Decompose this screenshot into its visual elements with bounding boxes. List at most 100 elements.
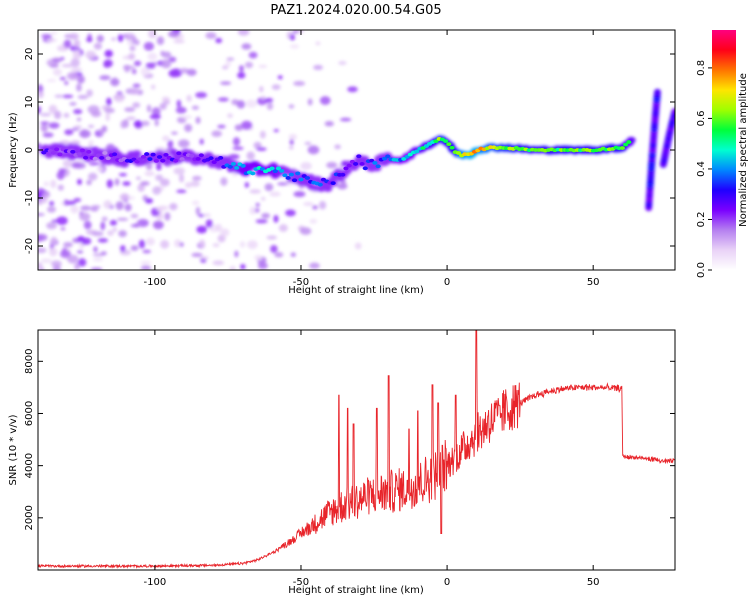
noise-blob bbox=[232, 137, 241, 147]
noise-blob bbox=[248, 51, 258, 59]
ridge-core-blob bbox=[291, 178, 298, 183]
noise-blob bbox=[300, 162, 312, 171]
noise-blob bbox=[103, 200, 112, 209]
noise-blob bbox=[255, 219, 268, 224]
noise-blob bbox=[128, 52, 136, 60]
noise-blob bbox=[288, 133, 298, 140]
noise-blob bbox=[173, 167, 185, 175]
noise-blob bbox=[161, 96, 170, 102]
noise-blob bbox=[72, 49, 81, 58]
chart-title: PAZ1.2024.020.00.54.G05 bbox=[270, 3, 441, 18]
noise-blob bbox=[178, 139, 190, 148]
noise-blob bbox=[105, 143, 116, 153]
ridge-core-blob bbox=[92, 156, 98, 161]
noise-blob bbox=[154, 221, 162, 228]
noise-blob bbox=[105, 112, 110, 122]
ridge-core-blob bbox=[137, 157, 143, 162]
noise-blob bbox=[136, 176, 141, 180]
noise-blob bbox=[285, 209, 296, 217]
noise-blob bbox=[90, 110, 102, 118]
noise-blob bbox=[220, 177, 228, 186]
noise-blob bbox=[143, 41, 155, 51]
noise-blob bbox=[190, 180, 200, 187]
noise-blob bbox=[245, 99, 258, 108]
noise-blob bbox=[98, 128, 104, 136]
noise-blob bbox=[91, 204, 101, 209]
noise-blob bbox=[229, 265, 236, 270]
ridge-core-blob bbox=[346, 163, 352, 168]
ridge-core-blob bbox=[285, 176, 291, 180]
spectrogram-y-tick-label: 20 bbox=[24, 48, 35, 61]
noise-blob bbox=[41, 34, 52, 38]
noise-blob bbox=[145, 161, 153, 171]
ridge-core-blob bbox=[317, 182, 323, 187]
ridge-core-blob bbox=[375, 164, 381, 169]
noise-blob bbox=[80, 205, 92, 211]
noise-blob bbox=[175, 106, 187, 114]
noise-blob bbox=[217, 234, 226, 243]
noise-blob bbox=[156, 206, 162, 212]
noise-blob bbox=[38, 212, 45, 217]
ridge-core-blob bbox=[208, 156, 214, 161]
noise-blob bbox=[63, 39, 72, 49]
ridge-core-blob bbox=[279, 168, 285, 173]
noise-blob bbox=[40, 112, 52, 117]
colorbar: 0.0 0.2 0.4 0.6 0.8 Normalized spectral ampl… bbox=[696, 30, 749, 278]
noise-blob bbox=[63, 242, 73, 248]
noise-blob bbox=[145, 62, 156, 70]
noise-blob bbox=[160, 239, 170, 249]
noise-blob bbox=[266, 235, 278, 240]
snr-plot: -100 -50 0 50 2000 4000 6000 8000 Height of st… bbox=[8, 329, 676, 596]
spectrogram-x-tick-label: 0 bbox=[444, 277, 450, 288]
noise-blob bbox=[50, 179, 57, 189]
noise-blob bbox=[52, 264, 61, 270]
noise-blob bbox=[234, 250, 239, 258]
noise-blob bbox=[92, 257, 104, 262]
noise-blob bbox=[90, 267, 103, 270]
noise-blob bbox=[106, 179, 113, 189]
noise-blob bbox=[198, 213, 205, 218]
snr-x-axis-label: Height of straight line (km) bbox=[288, 585, 424, 596]
noise-blob bbox=[146, 104, 152, 113]
noise-blob bbox=[97, 238, 109, 243]
ridge-core-blob bbox=[343, 166, 349, 171]
noise-blob bbox=[113, 94, 125, 103]
ridge-core-blob bbox=[619, 146, 626, 150]
noise-blob bbox=[309, 262, 320, 269]
noise-blob bbox=[73, 39, 81, 48]
noise-blob bbox=[146, 237, 155, 246]
noise-blob bbox=[225, 60, 232, 67]
ridge-core-blob bbox=[230, 162, 237, 166]
noise-blob bbox=[124, 203, 132, 212]
noise-blob bbox=[76, 83, 82, 92]
noise-blob bbox=[277, 182, 289, 186]
noise-blob bbox=[73, 108, 83, 115]
noise-blob bbox=[119, 193, 130, 202]
ridge-core-blob bbox=[623, 142, 629, 147]
noise-blob bbox=[74, 262, 80, 270]
snr-y-tick-label: 2000 bbox=[24, 505, 35, 530]
snr-y-axis-label: SNR (10 * v/v) bbox=[8, 414, 19, 485]
noise-blob bbox=[99, 75, 111, 81]
noise-blob bbox=[39, 153, 44, 158]
noise-blob bbox=[40, 258, 53, 264]
ridge-core-blob bbox=[240, 163, 246, 168]
noise-blob bbox=[103, 61, 111, 68]
noise-blob bbox=[203, 213, 211, 217]
noise-blob bbox=[85, 50, 97, 60]
noise-blob bbox=[156, 36, 165, 45]
noise-blob bbox=[154, 119, 159, 127]
noise-blob bbox=[249, 189, 262, 194]
noise-blob bbox=[70, 58, 80, 68]
ridge-halo-blob bbox=[169, 149, 179, 156]
noise-blob bbox=[199, 239, 206, 248]
noise-blob bbox=[124, 107, 136, 112]
noise-blob bbox=[140, 120, 150, 127]
noise-blob bbox=[152, 186, 162, 195]
noise-blob bbox=[259, 130, 266, 139]
ridge-core-blob bbox=[295, 171, 301, 176]
noise-blob bbox=[59, 250, 71, 259]
noise-blob bbox=[54, 94, 64, 98]
noise-blob bbox=[111, 37, 117, 41]
ridge-core-blob bbox=[70, 149, 76, 154]
